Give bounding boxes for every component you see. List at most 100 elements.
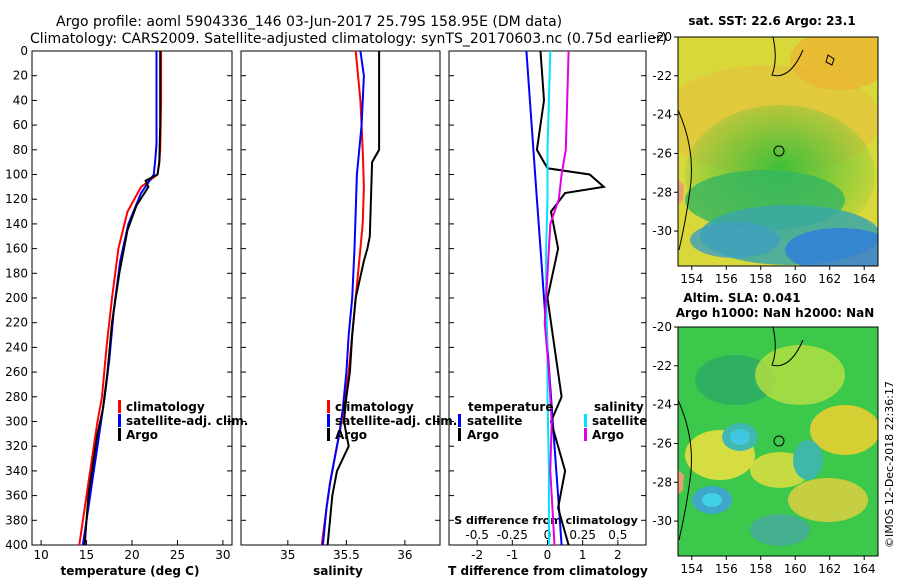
- lat-tick-label: -26: [652, 146, 672, 160]
- series-line: [320, 50, 365, 546]
- sla-map-frame: [677, 326, 879, 557]
- temperature-axis-label: temperature (deg C): [61, 564, 200, 578]
- lat-tick-label: -26: [652, 436, 672, 450]
- s-diff-tick-label: 0.5: [608, 528, 627, 542]
- salinity-x-axis: 35 35.5 36: [280, 540, 413, 562]
- x-tick-label: 20: [124, 548, 139, 562]
- lat-tick-label: -24: [652, 398, 672, 412]
- depth-tick-label: 120: [5, 192, 28, 206]
- title-line-1: Argo profile: aoml 5904336_146 03-Jun-20…: [56, 14, 562, 30]
- lon-tick-label: 156: [715, 562, 738, 576]
- lon-tick-label: 162: [818, 562, 841, 576]
- s-difference-axis-label: S difference from climatology: [454, 514, 638, 527]
- lon-tick-label: 164: [853, 562, 876, 576]
- svg-text:Argo: Argo: [467, 428, 499, 442]
- sst-map-frame: [677, 36, 879, 267]
- sla-map: [678, 327, 878, 556]
- difference-legend-temperature: temperature satellite Argo: [458, 400, 553, 442]
- difference-lines: [525, 50, 607, 546]
- lat-tick-label: -30: [652, 514, 672, 528]
- salinity-difference-axis: -0.5 -0.25 0 0.25 0.5: [465, 528, 627, 542]
- lat-tick-label: -22: [652, 69, 672, 83]
- depth-tick-label: 340: [5, 464, 28, 478]
- sst-map-title: sat. SST: 22.6 Argo: 23.1: [688, 14, 855, 28]
- depth-tick-label: 20: [13, 69, 28, 83]
- depth-tick-label: 160: [5, 242, 28, 256]
- svg-text:Argo: Argo: [592, 428, 624, 442]
- series-line: [535, 50, 607, 546]
- sla-map-title-1: Altim. SLA: 0.041: [683, 291, 800, 305]
- svg-text:salinity: salinity: [594, 400, 644, 414]
- x-tick-label: 10: [33, 548, 48, 562]
- sst-map-lon-axis: 154 156 158 160 162 164: [680, 266, 876, 286]
- svg-text:satellite-adj. clim.: satellite-adj. clim.: [126, 414, 248, 428]
- lat-tick-label: -28: [652, 185, 672, 199]
- salinity-axis-label: salinity: [313, 564, 363, 578]
- depth-tick-label: 360: [5, 489, 28, 503]
- lat-tick-label: -22: [652, 359, 672, 373]
- svg-text:Argo: Argo: [335, 428, 367, 442]
- svg-text:climatology: climatology: [126, 400, 205, 414]
- depth-tick-label: 0: [20, 44, 28, 58]
- lon-tick-label: 156: [715, 272, 738, 286]
- depth-tick-label: 220: [5, 316, 28, 330]
- svg-text:satellite: satellite: [592, 414, 647, 428]
- depth-tick-label: 400: [5, 538, 28, 552]
- series-line: [543, 50, 570, 546]
- x-tick-label: 15: [79, 548, 94, 562]
- depth-tick-label: 100: [5, 168, 28, 182]
- depth-tick-label: 180: [5, 266, 28, 280]
- svg-text:temperature: temperature: [468, 400, 553, 414]
- difference-x-axis: -2 -1 0 1 2: [471, 540, 622, 562]
- temperature-legend: climatology satellite-adj. clim. Argo: [118, 400, 248, 442]
- x-tick-label: 35: [280, 548, 295, 562]
- temperature-x-axis: 10 15 20 25 30: [33, 540, 231, 562]
- lon-tick-label: 158: [749, 562, 772, 576]
- svg-text:climatology: climatology: [335, 400, 414, 414]
- temperature-lines: [78, 51, 163, 546]
- x-tick-label: 0: [544, 548, 552, 562]
- depth-tick-label: 140: [5, 217, 28, 231]
- series-line: [321, 50, 365, 546]
- depth-tick-label: 320: [5, 439, 28, 453]
- x-tick-label: 30: [215, 548, 230, 562]
- lat-tick-label: -28: [652, 475, 672, 489]
- series-line: [545, 50, 552, 545]
- salinity-legend: climatology satellite-adj. clim. Argo: [327, 400, 457, 442]
- lat-tick-label: -20: [652, 30, 672, 44]
- x-tick-label: 1: [579, 548, 587, 562]
- x-tick-label: -2: [471, 548, 483, 562]
- lon-tick-label: 160: [784, 272, 807, 286]
- series-line: [326, 51, 381, 546]
- lon-tick-label: 162: [818, 272, 841, 286]
- s-diff-tick-label: -0.5: [465, 528, 488, 542]
- lon-tick-label: 160: [784, 562, 807, 576]
- t-difference-axis-label: T difference from climatology: [448, 564, 648, 578]
- series-line: [81, 51, 158, 546]
- sla-map-lat-axis: -20 -22 -24 -26 -28 -30: [652, 320, 678, 528]
- depth-tick-label: 280: [5, 390, 28, 404]
- svg-text:satellite: satellite: [467, 414, 522, 428]
- svg-text:Argo: Argo: [126, 428, 158, 442]
- depth-tick-label: 80: [13, 143, 28, 157]
- sst-map: [678, 37, 878, 266]
- x-tick-label: -1: [506, 548, 518, 562]
- depth-tick-label: 300: [5, 415, 28, 429]
- series-line: [83, 51, 162, 546]
- lat-tick-label: -24: [652, 108, 672, 122]
- sla-map-title-2: Argo h1000: NaN h2000: NaN: [676, 306, 875, 320]
- depth-axis: 0 20 40 60 80 100 120 140 160 180 200 220 240 260 280 3…: [5, 44, 646, 552]
- depth-tick-label: 200: [5, 291, 28, 305]
- lon-tick-label: 158: [749, 272, 772, 286]
- depth-tick-label: 380: [5, 513, 28, 527]
- s-diff-tick-label: 0: [544, 528, 552, 542]
- lon-tick-label: 154: [680, 562, 703, 576]
- temperature-panel: [31, 50, 233, 546]
- depth-tick-label: 60: [13, 118, 28, 132]
- lon-tick-label: 164: [853, 272, 876, 286]
- salinity-lines: [320, 50, 381, 546]
- lat-tick-label: -20: [652, 320, 672, 334]
- depth-tick-label: 240: [5, 340, 28, 354]
- difference-legend-salinity: salinity satellite Argo: [584, 400, 647, 442]
